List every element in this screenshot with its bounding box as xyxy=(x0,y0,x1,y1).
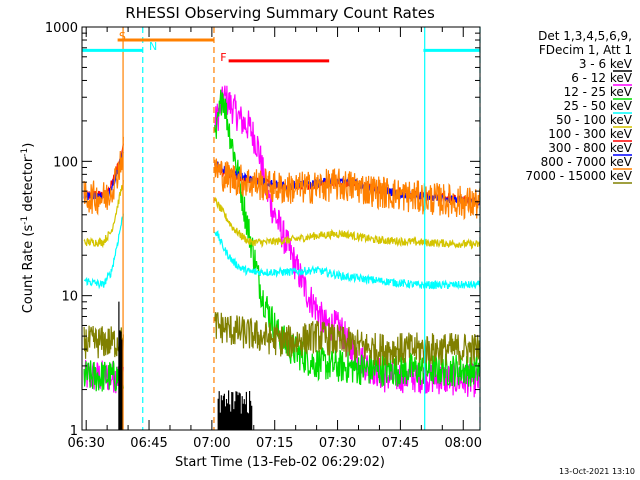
legend-header-1: Det 1,3,4,5,6,9, xyxy=(538,29,632,43)
flag-label-n: N xyxy=(149,40,157,53)
legend-header-2: FDecim 1, Att 1 xyxy=(539,43,632,57)
x-tick-label: 07:00 xyxy=(193,436,230,451)
chart-title: RHESSI Observing Summary Count Rates xyxy=(125,4,435,22)
plot-layer: S N F 1 10 100 1000 06:30 06:45 07:00 07:15 07:30 07… xyxy=(45,21,633,451)
x-tick-label: 08:00 xyxy=(445,436,482,451)
x-axis-label: Start Time (13-Feb-02 06:29:02) xyxy=(175,455,385,470)
series-line-800-7000kev xyxy=(83,136,481,221)
series-line-12-25kev xyxy=(83,89,481,392)
burst-3-6-kev-0 xyxy=(118,301,123,430)
legend-entry-label: 100 - 300 keV xyxy=(548,127,632,141)
y-axis-label-start: Count Rate (s xyxy=(21,225,36,314)
footer-timestamp: 13-Oct-2021 13:10 xyxy=(559,467,635,476)
legend-entry-label: 3 - 6 keV xyxy=(579,57,633,71)
y-axis-label: Count Rate (s-1 detector-1) xyxy=(20,143,36,314)
y-axis-label-sup2: -1 xyxy=(20,148,30,157)
x-tick-label: 06:30 xyxy=(67,436,104,451)
x-tick-label: 07:15 xyxy=(256,436,293,451)
x-tick-label: 07:45 xyxy=(382,436,419,451)
burst-3-6-kev-1 xyxy=(217,390,253,430)
series-line-7000-15000kev xyxy=(83,312,481,366)
legend-entry-label: 25 - 50 keV xyxy=(564,99,633,113)
y-axis-label-end: ) xyxy=(21,143,36,148)
plot-frame xyxy=(81,26,481,431)
legend-entry-label: 300 - 800 keV xyxy=(548,141,632,155)
y-tick-label: 1000 xyxy=(45,21,78,36)
legend-entry-label: 7000 - 15000 keV xyxy=(525,169,632,183)
series-line-25-50kev xyxy=(83,213,481,290)
y-tick-label: 10 xyxy=(61,290,78,305)
flag-label-f: F xyxy=(220,51,226,64)
series-line-50-100kev xyxy=(83,180,481,250)
y-tick-label: 100 xyxy=(53,155,78,170)
legend-entry-label: 12 - 25 keV xyxy=(564,85,633,99)
y-axis-label-mid: detector xyxy=(21,156,36,216)
y-axis-label-sup1: -1 xyxy=(20,216,30,225)
x-tick-label: 06:45 xyxy=(130,436,167,451)
y-tick-label: 1 xyxy=(70,424,78,439)
flag-label-s: S xyxy=(119,30,126,43)
x-tick-label: 07:30 xyxy=(319,436,356,451)
legend-entry-label: 800 - 7000 keV xyxy=(541,155,633,169)
legend-entry-label: 50 - 100 keV xyxy=(556,113,633,127)
legend-entry-label: 6 - 12 keV xyxy=(571,71,633,85)
